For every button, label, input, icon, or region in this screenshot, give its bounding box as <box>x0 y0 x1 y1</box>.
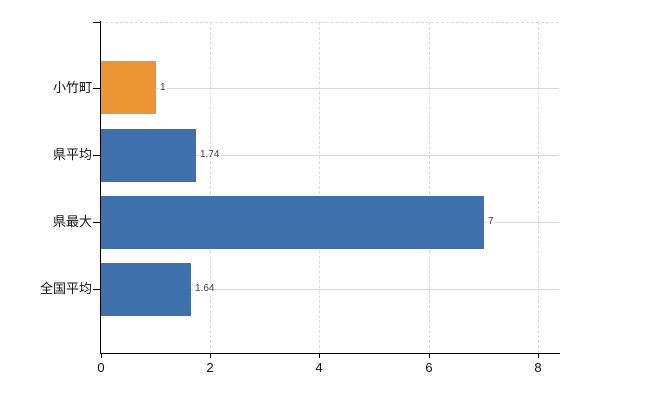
bar-value-label: 1 <box>159 81 167 94</box>
bar <box>101 61 156 114</box>
y-tick <box>93 88 100 89</box>
x-axis <box>100 353 560 354</box>
bar-value-label: 1.74 <box>199 149 221 161</box>
y-tick <box>93 289 100 290</box>
bar <box>101 128 196 182</box>
gridline-vertical <box>319 22 320 353</box>
x-tick-label: 2 <box>206 360 214 375</box>
y-axis <box>100 21 101 353</box>
x-tick-label: 0 <box>97 360 105 375</box>
gridline-vertical <box>538 22 539 353</box>
x-tick-label: 8 <box>534 360 542 375</box>
gridline-horizontal <box>100 88 559 89</box>
category-label: 全国平均 <box>39 281 92 296</box>
gridline-horizontal <box>100 289 559 290</box>
gridline-vertical <box>429 22 430 353</box>
y-tick <box>93 155 100 156</box>
gridline-vertical <box>210 22 211 353</box>
category-label: 県平均 <box>52 147 92 162</box>
x-tick-label: 4 <box>315 360 323 375</box>
bar <box>101 262 191 316</box>
x-tick-label: 6 <box>425 360 433 375</box>
x-tick <box>101 354 102 358</box>
category-label: 県最大 <box>52 214 92 229</box>
bar-value-label: 7 <box>487 216 495 228</box>
bar-value-label: 1.64 <box>194 283 216 295</box>
y-tick <box>93 222 100 223</box>
plot-top-border <box>100 22 559 23</box>
bar <box>101 195 484 249</box>
x-tick <box>429 354 430 358</box>
x-tick <box>319 354 320 358</box>
category-label: 小竹町 <box>52 79 92 95</box>
y-tick <box>93 22 100 23</box>
x-tick <box>210 354 211 358</box>
gridline-horizontal <box>100 155 559 156</box>
x-tick <box>538 354 539 358</box>
